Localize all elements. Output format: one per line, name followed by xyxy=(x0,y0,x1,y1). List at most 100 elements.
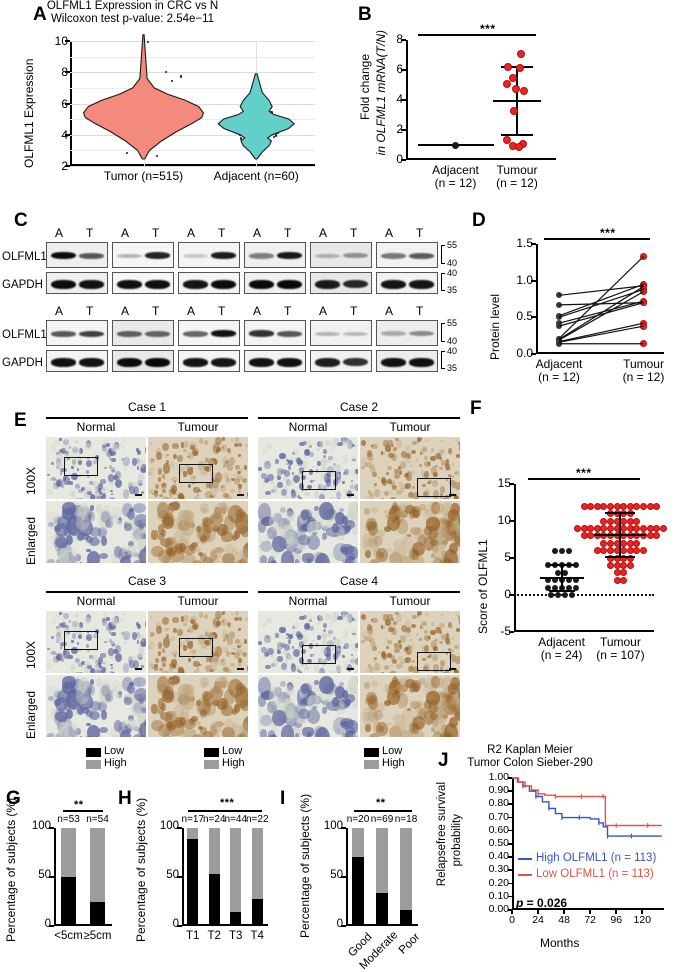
panel-e-tissue-texture xyxy=(104,641,107,644)
panel-j-title: R2 Kaplan Meier Tumor Colon Sieber-290 xyxy=(430,744,630,770)
panel-e-tissue-texture xyxy=(127,545,137,555)
panel-a-data-point xyxy=(130,125,132,127)
panel-e-tissue-texture xyxy=(172,501,180,510)
panel-e-tissue-texture xyxy=(419,678,427,685)
panel-e-tissue-texture xyxy=(137,480,144,486)
panel-a-data-point xyxy=(156,89,158,91)
panel-e-tissue-texture xyxy=(312,532,317,536)
panel-e-tissue-texture xyxy=(345,694,355,703)
panel-e-tissue-texture xyxy=(51,462,54,465)
panel-c-lane-label-a: A xyxy=(55,226,63,240)
panel-e-tissue-texture xyxy=(133,503,146,513)
panel-e-tissue-texture xyxy=(368,695,378,709)
panel-e-tissue-texture xyxy=(342,733,348,737)
panel-e-tissue-texture xyxy=(159,668,163,671)
panel-c-band xyxy=(315,254,340,259)
panel-e-tissue-texture xyxy=(304,629,307,632)
panel-f-data-point-tumour xyxy=(607,525,614,532)
panel-e-tissue-texture xyxy=(170,462,175,469)
bar-low-T4 xyxy=(252,899,263,926)
panel-e-tissue-texture xyxy=(385,445,390,452)
panel-e-tissue-texture xyxy=(215,437,222,444)
bar-low-<5cm xyxy=(61,877,76,926)
panel-g-y-tick-0: 0 xyxy=(26,918,51,930)
panel-e-tissue-texture xyxy=(196,496,200,499)
panel-j-y-axis-label: Relapsefree survival probability xyxy=(436,778,476,918)
panel-e-tissue-texture xyxy=(164,454,168,458)
panel-e-roi-box xyxy=(179,464,213,483)
panel-e-tissue-texture xyxy=(122,677,133,691)
panel-e-tissue-texture xyxy=(162,690,174,704)
panel-e-tissue-texture xyxy=(345,520,355,529)
panel-e-tissue-texture xyxy=(62,502,76,515)
panel-c-band xyxy=(277,358,302,367)
bar-high-Good xyxy=(352,828,364,857)
panel-e-tissue-texture xyxy=(156,626,161,634)
panel-f-tumour-errorbar-cap-upper xyxy=(605,512,635,514)
panel-a-data-point xyxy=(158,112,160,114)
panel-e-tissue-texture xyxy=(239,475,243,480)
panel-h-y-axis-label: Percentage of subjects (%) xyxy=(134,812,148,942)
panel-e-tissue-texture xyxy=(99,727,108,733)
panel-e-tissue-texture xyxy=(174,480,177,484)
panel-a-y-tickmark xyxy=(65,165,70,167)
panel-c-row-label-gapdh: GAPDH xyxy=(2,279,43,291)
panel-j-y-tickmark xyxy=(508,896,512,898)
panel-e-tissue-texture xyxy=(272,536,286,552)
panel-e-tissue-texture xyxy=(173,454,177,459)
panel-d-category-label-0-line2: (n = 12) xyxy=(517,371,601,384)
panel-j-y-tick-0.30: 0.30 xyxy=(476,863,509,875)
panel-e-tissue-texture xyxy=(112,735,119,737)
panel-a-data-point xyxy=(150,138,152,140)
panel-c-band xyxy=(145,331,170,337)
panel-a-y-tickmark xyxy=(65,103,70,105)
panel-e-tissue-texture xyxy=(315,727,330,737)
panel-e-tissue-texture xyxy=(111,632,116,636)
panel-a-data-point xyxy=(252,114,254,116)
panel-e-tissue-texture xyxy=(333,612,339,618)
panel-e-tissue-texture xyxy=(358,477,359,482)
panel-e-scale-bar xyxy=(237,494,244,496)
panel-e-tissue-texture xyxy=(172,617,179,623)
panel-d-y-tick-0.5: 0.5 xyxy=(506,309,533,323)
panel-b-y-tickmark xyxy=(401,99,406,101)
panel-e-tissue-texture xyxy=(235,512,248,534)
panel-c-mw-label-40: 40 xyxy=(447,268,457,278)
panel-e-tissue-texture xyxy=(89,481,93,485)
panel-e-tissue-texture xyxy=(60,473,62,475)
panel-e-tissue-texture xyxy=(238,489,241,493)
bar-high-Moderate xyxy=(376,828,388,893)
panel-e-tissue-texture xyxy=(323,509,337,520)
panel-e-tissue-texture xyxy=(182,554,196,563)
panel-e-case-rule xyxy=(258,591,460,593)
panel-e-ihc-image-tumour-100x xyxy=(148,437,248,499)
panel-e-tissue-texture xyxy=(260,541,272,552)
panel-e-tissue-texture xyxy=(292,452,295,456)
panel-c-lane-label-a: A xyxy=(385,304,393,318)
legend-label-low: Low xyxy=(382,745,402,757)
panel-a-data-point xyxy=(118,112,120,114)
panel-c-band xyxy=(277,252,302,259)
panel-e-tissue-texture xyxy=(266,443,272,450)
panel-e-tissue-texture xyxy=(210,724,217,736)
panel-e-tissue-texture xyxy=(123,631,130,640)
panel-f-label: F xyxy=(470,398,481,420)
panel-c-blot-olfml1 xyxy=(376,320,438,346)
panel-e-tissue-texture xyxy=(382,498,385,499)
panel-d-y-tickmark xyxy=(531,316,536,318)
panel-d-y-tick-1.5: 1.5 xyxy=(506,236,533,250)
panel-e-tissue-texture xyxy=(247,490,248,499)
panel-e-row-label-enlarged: Enlarged xyxy=(24,673,38,739)
panel-a-data-point xyxy=(123,102,125,104)
panel-e-ihc-image-normal-100x xyxy=(46,437,146,499)
panel-e-tissue-texture xyxy=(329,497,335,500)
bar-high-T1 xyxy=(187,828,198,839)
panel-e-tissue-texture xyxy=(115,479,122,488)
panel-j-y-tickmark xyxy=(508,777,512,779)
panel-e-tissue-texture xyxy=(416,633,419,636)
panel-e-tissue-texture xyxy=(368,521,378,535)
panel-e-tissue-texture xyxy=(265,491,271,496)
legend-label-high: High xyxy=(222,757,245,769)
panel-c-blot-gapdh xyxy=(178,272,240,294)
